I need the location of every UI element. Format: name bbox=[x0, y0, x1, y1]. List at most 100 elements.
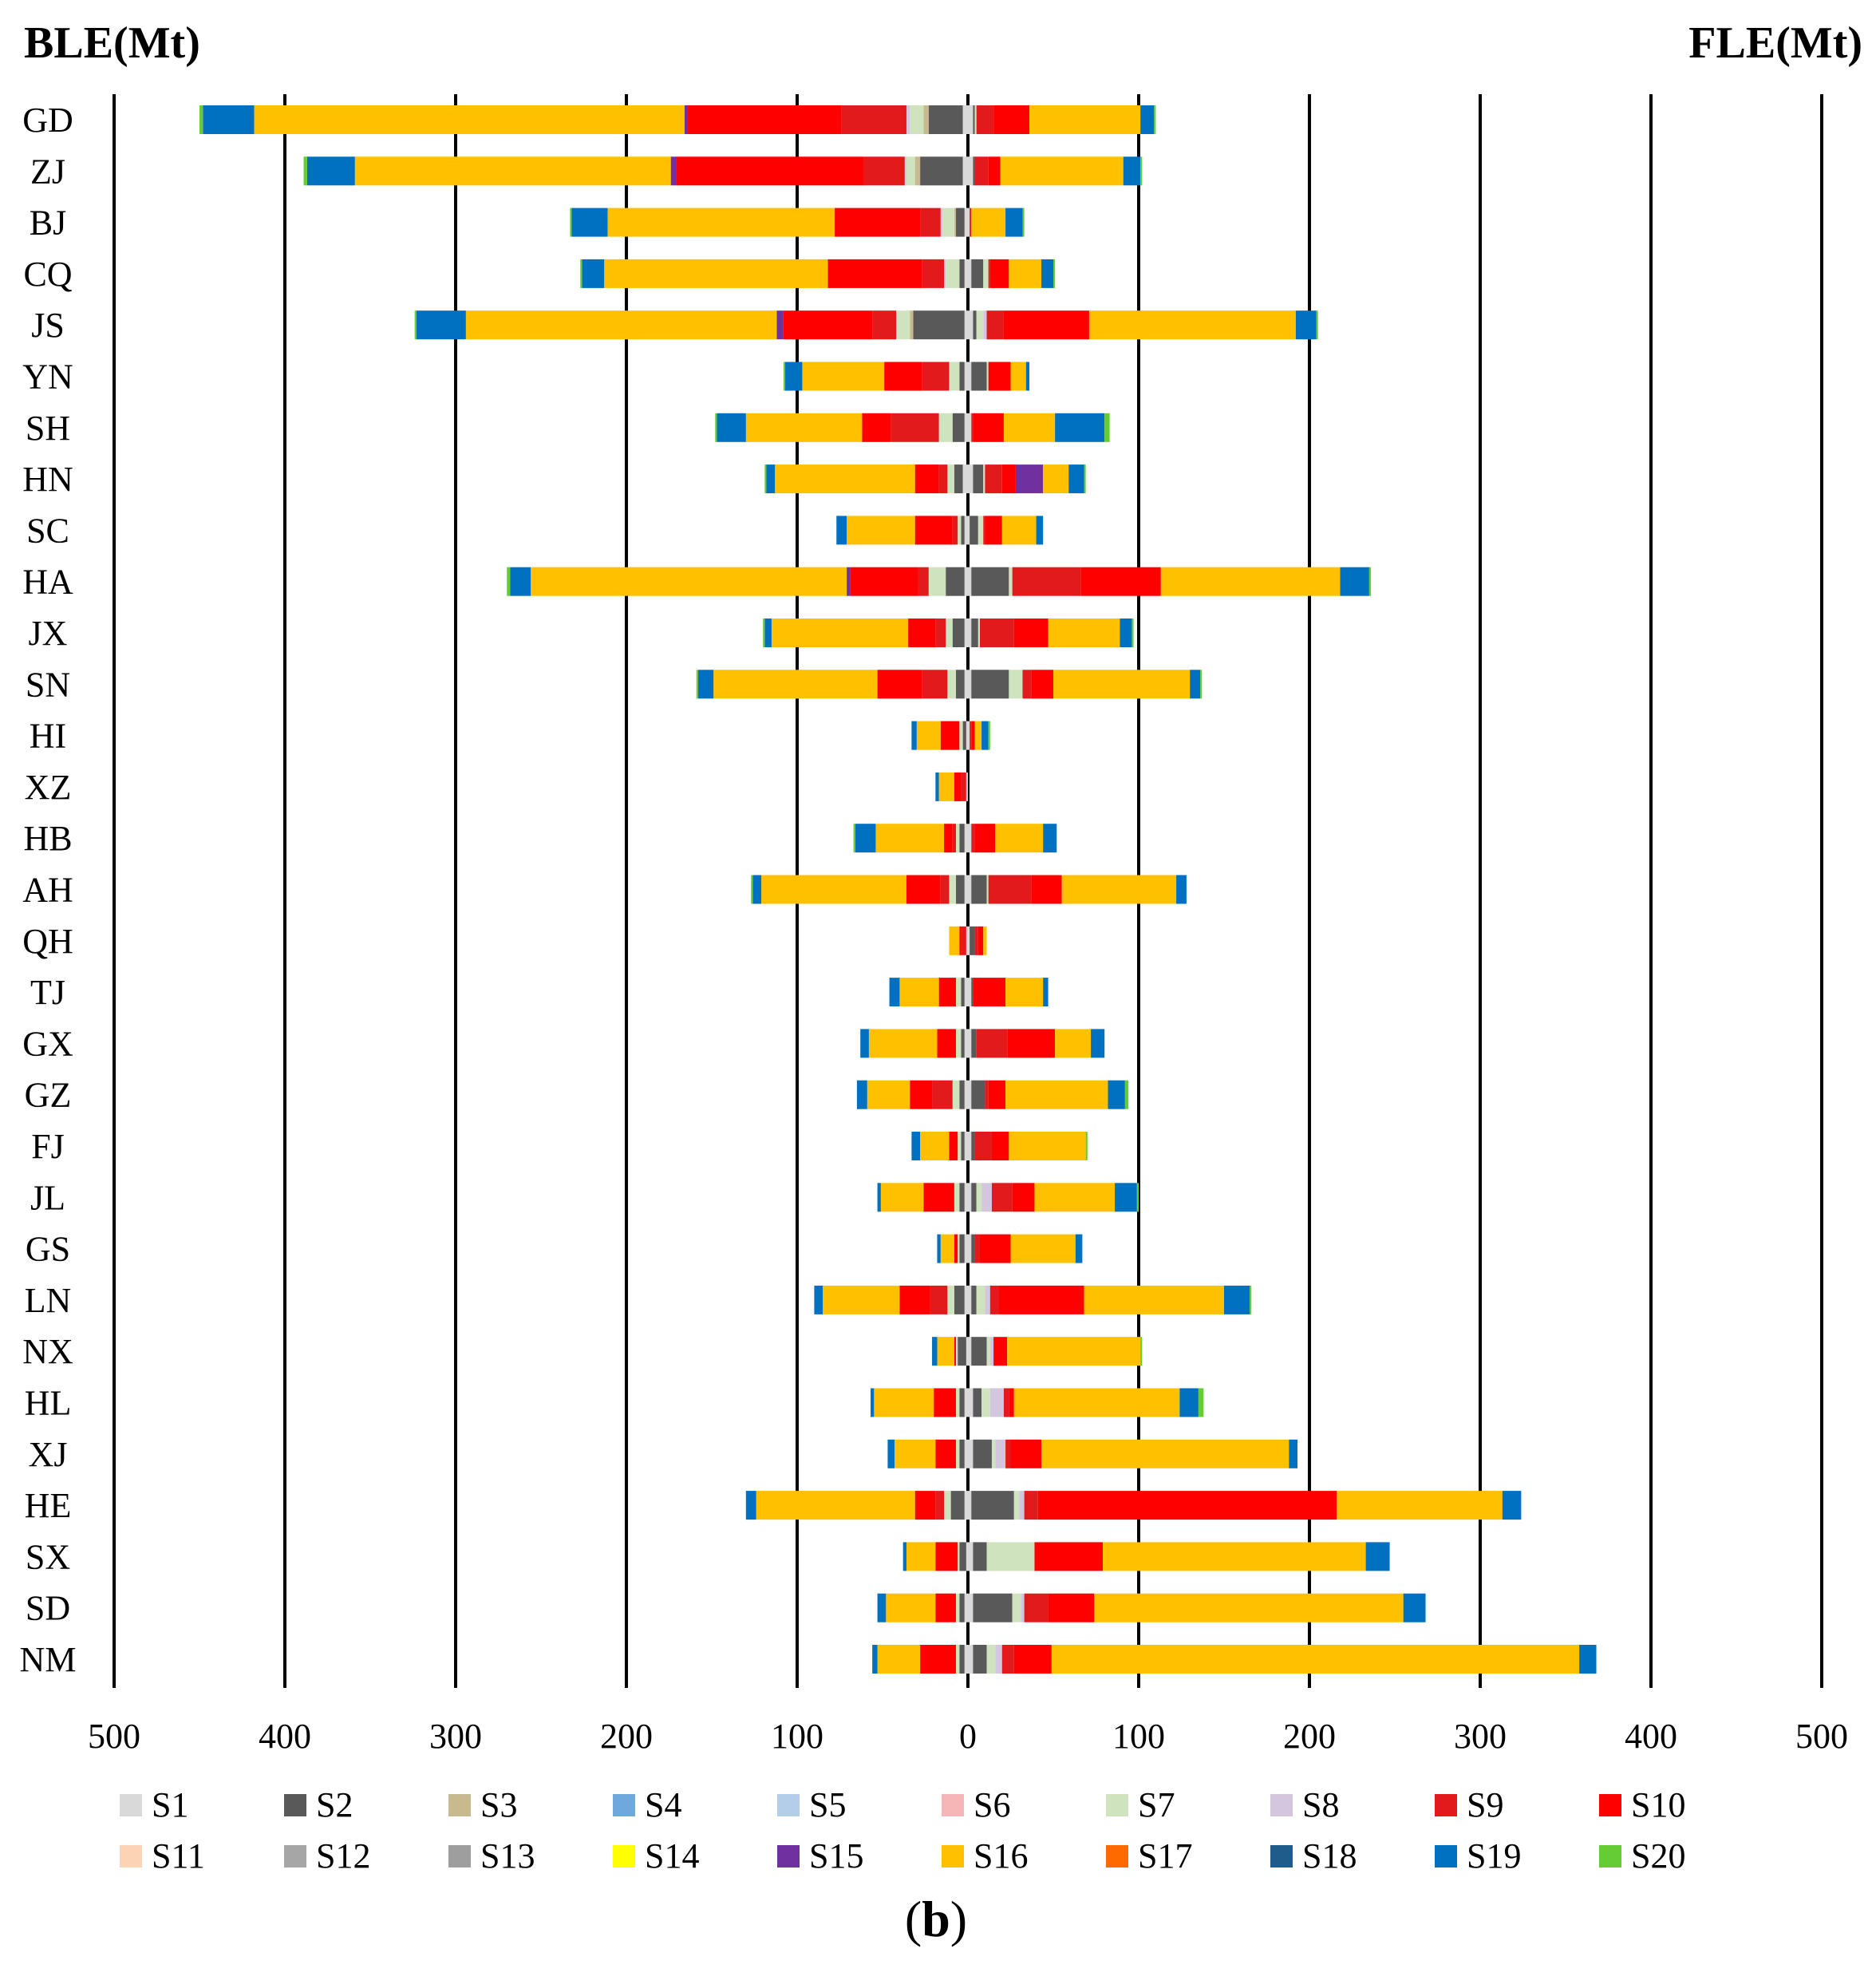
bar-fle-ah-s10 bbox=[1031, 875, 1062, 904]
bar-fle-hn-s2 bbox=[973, 464, 984, 494]
bar-fle-ln-s10 bbox=[998, 1285, 1084, 1314]
bar-fle-bj-s19 bbox=[1005, 207, 1023, 237]
bar-ble-gs-s16 bbox=[940, 1234, 954, 1263]
bar-fle-gd-s1 bbox=[968, 105, 974, 134]
bar-fle-sc-s10 bbox=[985, 516, 1002, 545]
legend-item-s17: S17 bbox=[1106, 1836, 1192, 1876]
category-label-yn: YN bbox=[22, 358, 73, 397]
bar-ble-nx-s19 bbox=[932, 1337, 938, 1366]
legend-label-s12: S12 bbox=[316, 1836, 371, 1875]
legend-label-s8: S8 bbox=[1302, 1785, 1340, 1824]
ble-axis-title: BLE(Mt) bbox=[24, 18, 200, 68]
bar-fle-ha-s16 bbox=[1160, 567, 1341, 596]
bar-fle-qh-s9 bbox=[974, 926, 978, 955]
bar-ble-gz-s10 bbox=[910, 1080, 933, 1109]
legend-item-s19: S19 bbox=[1435, 1836, 1521, 1876]
bar-ble-sh-s19 bbox=[717, 413, 746, 442]
bar-fle-fj-s9 bbox=[974, 1132, 992, 1160]
bar-ble-jx-s10 bbox=[908, 619, 936, 647]
bar-ble-nx-s10 bbox=[954, 1337, 957, 1366]
bar-ble-jx-s1 bbox=[964, 619, 968, 647]
bar-ble-hl-s2 bbox=[959, 1388, 965, 1417]
bar-ble-fj-s1 bbox=[964, 1132, 968, 1160]
legend-label-s15: S15 bbox=[809, 1836, 864, 1875]
bar-ble-gx-s16 bbox=[868, 1029, 938, 1058]
bar-fle-js-s7 bbox=[976, 310, 984, 340]
category-label-jx: JX bbox=[29, 614, 68, 653]
bar-fle-hn-s10 bbox=[1001, 464, 1016, 494]
bar-fle-sh-s19 bbox=[1055, 413, 1105, 442]
bar-fle-hl-s7 bbox=[981, 1388, 990, 1417]
bar-fle-jx-s10 bbox=[1013, 619, 1049, 647]
bar-ble-gs-s10 bbox=[954, 1234, 958, 1263]
legend-item-s20: S20 bbox=[1599, 1836, 1685, 1876]
bar-ble-ha-s16 bbox=[531, 567, 847, 596]
bar-fle-sd-s1 bbox=[968, 1593, 974, 1622]
bar-fle-ln-s16 bbox=[1084, 1285, 1224, 1314]
bar-fle-gx-s16 bbox=[1055, 1029, 1092, 1058]
bar-ble-gz-s7 bbox=[952, 1080, 960, 1109]
bar-ble-qh-s1 bbox=[966, 926, 968, 955]
bar-fle-yn-s19 bbox=[1025, 362, 1030, 391]
bar-ble-gz-s2 bbox=[959, 1080, 965, 1109]
legend-item-s11: S11 bbox=[120, 1836, 205, 1876]
bar-ble-sd-s7 bbox=[956, 1593, 960, 1622]
bar-ble-hn-s10 bbox=[914, 464, 939, 494]
bar-fle-jl-s19 bbox=[1115, 1183, 1137, 1212]
bar-fle-ha-s20 bbox=[1368, 567, 1372, 596]
bar-fle-gd-s10 bbox=[993, 105, 1030, 134]
bar-ble-gd-s1 bbox=[962, 105, 968, 134]
bar-fle-yn-s2 bbox=[971, 362, 987, 391]
bar-ble-jl-s7 bbox=[954, 1183, 960, 1212]
bar-fle-he-s10 bbox=[1037, 1491, 1337, 1520]
bar-fle-xj-s7 bbox=[991, 1439, 996, 1468]
legend-swatch-s12 bbox=[284, 1844, 306, 1867]
x-tick-label-10: 500 bbox=[1795, 1717, 1848, 1756]
bar-ble-tj-s2 bbox=[961, 978, 965, 1007]
bar-ble-yn-s16 bbox=[802, 362, 885, 391]
bar-fle-sd-s10 bbox=[1048, 1593, 1095, 1622]
bar-fle-gs-s9 bbox=[974, 1234, 980, 1263]
legend-item-s6: S6 bbox=[942, 1784, 1010, 1825]
bar-ble-zj-s2 bbox=[920, 156, 963, 186]
bar-ble-bj-s2 bbox=[956, 207, 965, 237]
bar-ble-tj-s16 bbox=[899, 978, 939, 1007]
bar-fle-hn-s9 bbox=[985, 464, 1002, 494]
bar-ble-cq-s19 bbox=[582, 259, 605, 288]
legend-item-s14: S14 bbox=[613, 1836, 699, 1876]
bar-ble-he-s19 bbox=[745, 1491, 756, 1520]
bar-ble-bj-s1 bbox=[964, 207, 968, 237]
legend-swatch-s15 bbox=[777, 1844, 800, 1867]
diverging-bar-chart: GD ZJ BJ CQ JS YN SH HN SC HA JX SN HI XZ HB AH QH TJ GX GZ… bbox=[20, 94, 1848, 1756]
bar-ble-ha-s9 bbox=[918, 567, 929, 596]
category-label-tj: TJ bbox=[30, 973, 65, 1012]
bar-fle-jx-s1 bbox=[968, 619, 972, 647]
bar-fle-nx-s10 bbox=[993, 1337, 1008, 1366]
legend-swatch-s9 bbox=[1435, 1793, 1457, 1816]
bar-ble-js-s16 bbox=[465, 310, 777, 340]
bar-fle-js-s1 bbox=[968, 310, 974, 340]
bar-fle-hn-s1 bbox=[968, 464, 974, 494]
bar-fle-nm-s10 bbox=[1013, 1645, 1052, 1674]
legend-swatch-s8 bbox=[1270, 1793, 1293, 1816]
bar-fle-js-s8 bbox=[983, 310, 987, 340]
bar-fle-jl-s16 bbox=[1034, 1183, 1116, 1212]
bar-ble-bj-s8 bbox=[940, 207, 942, 237]
bar-ble-hi-s1 bbox=[966, 721, 968, 750]
bar-fle-ln-s9 bbox=[989, 1285, 999, 1314]
legend-item-s12: S12 bbox=[284, 1836, 370, 1876]
bar-ble-he-s1 bbox=[964, 1491, 968, 1520]
bar-ble-ha-s2 bbox=[946, 567, 965, 596]
bar-fle-nx-s16 bbox=[1007, 1337, 1141, 1366]
bar-ble-sc-s19 bbox=[836, 516, 847, 545]
bar-ble-hl-s16 bbox=[874, 1388, 934, 1417]
bar-ble-bj-s10 bbox=[835, 207, 921, 237]
legend-item-s15: S15 bbox=[777, 1836, 863, 1876]
bar-fle-ah-s7 bbox=[986, 875, 989, 904]
legend-swatch-s10 bbox=[1599, 1793, 1621, 1816]
legend-label-s5: S5 bbox=[809, 1785, 847, 1824]
bar-fle-gx-s10 bbox=[1007, 1029, 1056, 1058]
bar-fle-gd-s16 bbox=[1029, 105, 1141, 134]
bar-ble-sx-s2 bbox=[959, 1542, 966, 1571]
legend-label-s10: S10 bbox=[1631, 1785, 1686, 1824]
